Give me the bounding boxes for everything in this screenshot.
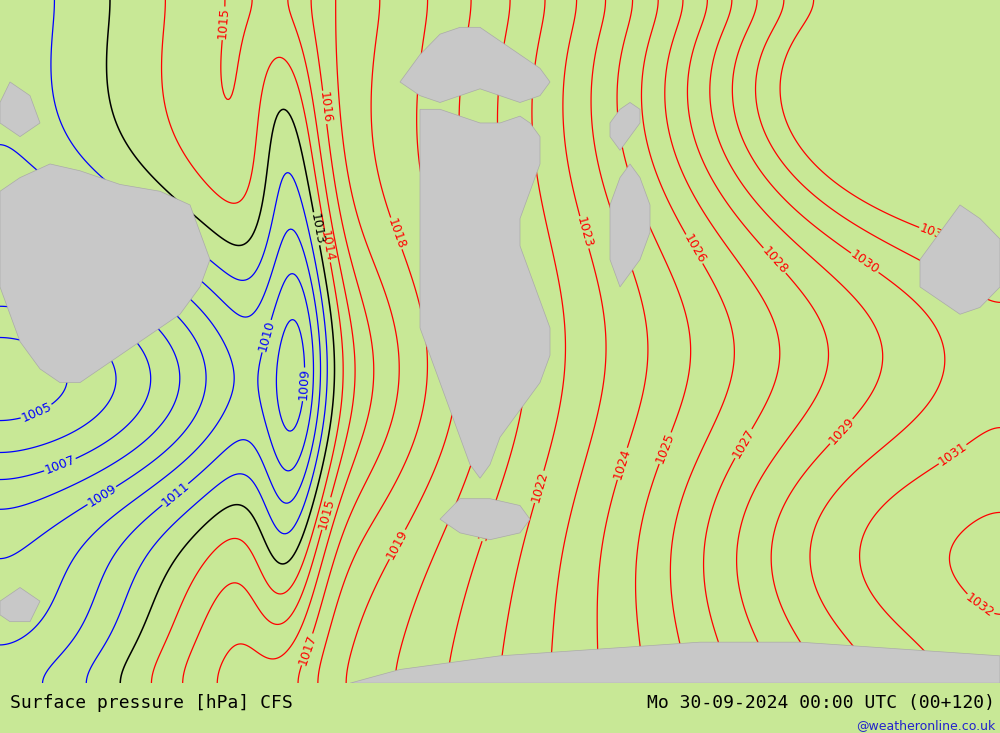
Text: 1014: 1014	[318, 229, 337, 262]
Polygon shape	[0, 588, 40, 622]
Text: 1010: 1010	[38, 207, 72, 232]
Text: 1011: 1011	[159, 479, 192, 509]
Text: 1019: 1019	[384, 528, 411, 561]
Text: 1010: 1010	[256, 319, 277, 353]
Text: 1013: 1013	[307, 212, 326, 246]
Text: 1009: 1009	[297, 368, 312, 401]
Text: 1018: 1018	[385, 216, 408, 251]
Text: 1024: 1024	[611, 446, 633, 481]
Text: 1015: 1015	[316, 496, 337, 531]
Text: 1016: 1016	[316, 91, 333, 124]
Polygon shape	[610, 164, 650, 287]
Polygon shape	[350, 642, 1000, 683]
Polygon shape	[920, 205, 1000, 314]
Text: 1031: 1031	[946, 271, 980, 299]
Text: 1005: 1005	[20, 400, 54, 425]
Text: Mo 30-09-2024 00:00 UTC (00+120): Mo 30-09-2024 00:00 UTC (00+120)	[647, 694, 995, 712]
Text: 1028: 1028	[759, 244, 790, 276]
Text: 1012: 1012	[135, 202, 169, 230]
Text: @weatheronline.co.uk: @weatheronline.co.uk	[856, 719, 995, 732]
Text: 1021: 1021	[476, 508, 499, 542]
Text: Surface pressure [hPa] CFS: Surface pressure [hPa] CFS	[10, 694, 293, 712]
Polygon shape	[0, 164, 210, 383]
Text: 1022: 1022	[529, 470, 550, 504]
Text: 1015: 1015	[216, 7, 231, 40]
Text: 1026: 1026	[681, 232, 708, 266]
Polygon shape	[440, 498, 530, 539]
Text: 1017: 1017	[296, 633, 319, 666]
Polygon shape	[610, 103, 640, 150]
Polygon shape	[0, 82, 40, 136]
Text: 1031: 1031	[936, 440, 969, 468]
Text: 1032: 1032	[963, 591, 996, 620]
Text: 1006: 1006	[43, 309, 78, 333]
Text: 1025: 1025	[653, 431, 677, 465]
Text: 1008: 1008	[45, 260, 79, 284]
Text: 1027: 1027	[730, 427, 757, 460]
Text: 1007: 1007	[43, 453, 77, 477]
Polygon shape	[400, 27, 550, 103]
Text: 1009: 1009	[85, 482, 119, 509]
Text: 1030: 1030	[848, 248, 881, 277]
Text: 1029: 1029	[826, 416, 857, 447]
Polygon shape	[420, 109, 550, 478]
Text: 1020: 1020	[464, 221, 483, 255]
Text: 1032: 1032	[918, 222, 952, 245]
Text: 1023: 1023	[574, 216, 595, 249]
